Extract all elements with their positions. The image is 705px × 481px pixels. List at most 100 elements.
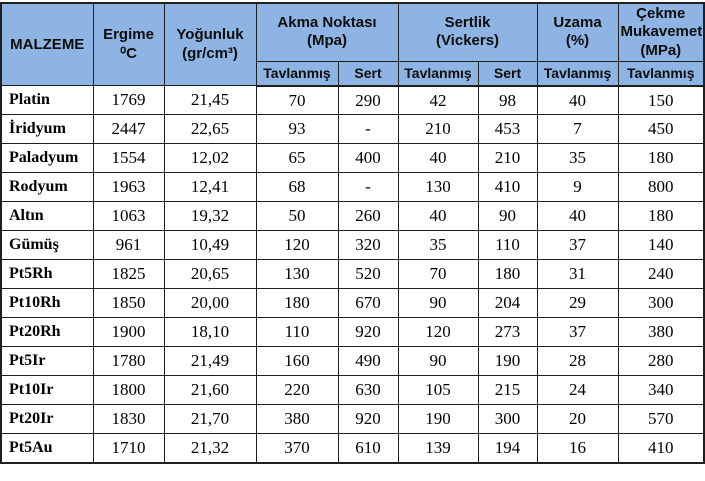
value-cell: 520	[337, 259, 399, 290]
value-cell: 180	[617, 201, 705, 232]
table-row: Altın 1063 19,32 50 260 40 90 40 180	[0, 201, 705, 232]
value-cell: 1780	[92, 346, 165, 377]
value-cell: 7	[536, 114, 619, 145]
value-cell: 68	[255, 172, 339, 203]
value-cell: 450	[617, 114, 705, 145]
value-cell: 130	[397, 172, 479, 203]
value-cell: 490	[337, 346, 399, 377]
material-name-cell: Pt5Rh	[0, 259, 94, 290]
value-cell: 24	[536, 375, 619, 406]
header-label: Ergime	[103, 26, 154, 44]
value-cell: 190	[397, 404, 479, 435]
value-cell: 400	[337, 143, 399, 174]
value-cell: 210	[397, 114, 479, 145]
value-cell: 340	[617, 375, 705, 406]
table-row: İridyum 2447 22,65 93-210 453 7 450	[0, 114, 705, 145]
subheader-sertlik-sert: Sert	[477, 60, 538, 87]
value-cell: 194	[477, 433, 538, 464]
material-name-cell: Platin	[0, 85, 94, 116]
table-row: Paladyum 1554 12,02 65 400 40 210 35 180	[0, 143, 705, 174]
material-name-cell: Pt5Ir	[0, 346, 94, 377]
header-cell-yogunluk: Yoğunluk (gr/cm³)	[163, 2, 257, 87]
value-cell: 10,49	[163, 230, 257, 261]
value-cell: 961	[92, 230, 165, 261]
value-cell: 1554	[92, 143, 165, 174]
material-name-cell: Pt5Au	[0, 433, 94, 464]
header-label: Yoğunluk	[176, 26, 244, 44]
value-cell: 28	[536, 346, 619, 377]
value-cell: 130	[255, 259, 339, 290]
value-cell: 800	[617, 172, 705, 203]
value-cell: 20,00	[163, 288, 257, 319]
material-name-cell: Pt10Ir	[0, 375, 94, 406]
table-row: Rodyum 1963 12,41 68-130 410 9 800	[0, 172, 705, 203]
value-cell: 300	[477, 404, 538, 435]
table-row: Pt5Au 1710 21,32 370 610 139 194 16 410	[0, 433, 705, 464]
value-cell: 21,49	[163, 346, 257, 377]
subheader-akma-sert: Sert	[337, 60, 399, 87]
value-cell: -	[337, 172, 399, 203]
value-cell: 19,32	[163, 201, 257, 232]
header-unit: (MPa)	[640, 41, 682, 59]
value-cell: 93	[255, 114, 339, 145]
value-cell: 920	[337, 404, 399, 435]
table-row: Gümüş 961 10,49 120 320 35 110 37 140	[0, 230, 705, 261]
value-cell: 21,32	[163, 433, 257, 464]
table-body: Platin 1769 21,45 70 290 42 98 40 150 İridyum 2447…	[0, 85, 705, 464]
value-cell: 273	[477, 317, 538, 348]
header-label: Uzama	[553, 14, 602, 32]
table-row: Pt20Rh 1900 18,10 110 920 120 273 37 380	[0, 317, 705, 348]
value-cell: 920	[337, 317, 399, 348]
table-row: Pt5Rh 1825 20,65 130 520 70 180 31 240	[0, 259, 705, 290]
value-cell: 20	[536, 404, 619, 435]
value-cell: 260	[337, 201, 399, 232]
value-cell: 22,65	[163, 114, 257, 145]
header-unit: (%)	[565, 32, 590, 50]
material-name-cell: Rodyum	[0, 172, 94, 203]
value-cell: 9	[536, 172, 619, 203]
subheader-sertlik-tavlanmis: Tavlanmış	[397, 60, 479, 87]
header-label: Akma Noktası	[277, 14, 377, 32]
value-cell: 1850	[92, 288, 165, 319]
value-cell: 98	[477, 85, 538, 116]
header-cell-ergime: Ergime ⁰C	[92, 2, 165, 87]
value-cell: 40	[397, 143, 479, 174]
value-cell: 139	[397, 433, 479, 464]
value-cell: 610	[337, 433, 399, 464]
header-unit: (gr/cm³)	[182, 44, 238, 62]
value-cell: 150	[617, 85, 705, 116]
value-cell: 20,65	[163, 259, 257, 290]
header-label: Sertlik	[444, 14, 491, 32]
value-cell: 1830	[92, 404, 165, 435]
value-cell: 190	[477, 346, 538, 377]
value-cell: 12,41	[163, 172, 257, 203]
value-cell: 215	[477, 375, 538, 406]
value-cell: 40	[536, 201, 619, 232]
value-cell: 320	[337, 230, 399, 261]
value-cell: 1800	[92, 375, 165, 406]
value-cell: -	[337, 114, 399, 145]
value-cell: 290	[337, 85, 399, 116]
value-cell: 29	[536, 288, 619, 319]
value-cell: 21,60	[163, 375, 257, 406]
value-cell: 240	[617, 259, 705, 290]
value-cell: 70	[397, 259, 479, 290]
value-cell: 1063	[92, 201, 165, 232]
value-cell: 380	[617, 317, 705, 348]
header-label: Çekme	[636, 5, 686, 22]
header-row-main: MALZEME Ergime ⁰C Yoğunluk (gr/cm³) Akma…	[0, 2, 705, 87]
value-cell: 210	[477, 143, 538, 174]
material-name-cell: Paladyum	[0, 143, 94, 174]
value-cell: 120	[397, 317, 479, 348]
header-unit: (Mpa)	[307, 32, 347, 50]
value-cell: 21,45	[163, 85, 257, 116]
value-cell: 670	[337, 288, 399, 319]
value-cell: 410	[617, 433, 705, 464]
table-row: Pt20Ir 1830 21,70 380 920 190 300 20 570	[0, 404, 705, 435]
value-cell: 630	[337, 375, 399, 406]
value-cell: 1710	[92, 433, 165, 464]
value-cell: 204	[477, 288, 538, 319]
material-name-cell: İridyum	[0, 114, 94, 145]
value-cell: 280	[617, 346, 705, 377]
